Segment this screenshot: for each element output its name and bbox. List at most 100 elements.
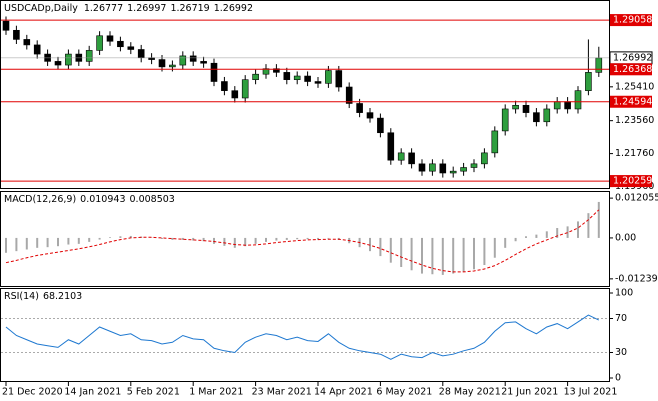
- macd-bar: [46, 237, 49, 248]
- ohlc-value: 1.26992: [214, 3, 253, 14]
- macd-bar: [171, 237, 174, 240]
- y-tick-label: 30: [615, 347, 627, 358]
- candle-body: [189, 55, 197, 62]
- macd-bar: [545, 231, 548, 238]
- candle-body: [325, 70, 332, 84]
- macd-bar: [431, 237, 434, 275]
- macd-bar: [254, 237, 257, 244]
- y-tick-label: -0.012394: [615, 273, 658, 284]
- macd-bar: [98, 237, 101, 240]
- macd-bar: [452, 237, 455, 274]
- candle-body: [252, 73, 259, 80]
- candle-body: [117, 40, 124, 48]
- x-tick-label: 21 Dec 2020: [2, 387, 63, 398]
- macd-bar: [275, 237, 278, 241]
- macd-header: MACD(12,26,9) 0.010943 0.008503: [4, 194, 175, 205]
- macd-bar: [504, 237, 507, 248]
- level-label: 1.26368: [613, 64, 652, 75]
- candle-body: [96, 35, 103, 51]
- macd-bar: [379, 237, 382, 257]
- x-tick-label: 21 Jun 2021: [501, 387, 558, 398]
- macd-bar: [421, 237, 423, 274]
- candle-body: [127, 46, 135, 50]
- candle-body: [221, 81, 228, 91]
- y-tick-label: 100: [615, 288, 633, 299]
- macd-panel: [0, 191, 610, 287]
- candle-body: [54, 61, 62, 66]
- macd-bar: [389, 237, 392, 263]
- candle-body: [533, 112, 540, 123]
- ohlc-value: 1.26719: [170, 3, 209, 14]
- macd-bar: [119, 236, 122, 238]
- candle-body: [470, 163, 478, 168]
- macd-title: MACD(12,26,9): [4, 194, 76, 205]
- macd-bar: [244, 237, 247, 247]
- candle-body: [335, 70, 343, 88]
- candle-body: [387, 132, 395, 161]
- x-tick-label: 28 May 2021: [439, 387, 501, 398]
- candle-body: [377, 117, 384, 134]
- macd-bar: [327, 237, 330, 239]
- candle-body: [231, 90, 239, 99]
- macd-bar: [223, 237, 226, 246]
- candle-body: [449, 170, 457, 174]
- candle-body: [512, 104, 519, 110]
- level-box: [610, 95, 652, 108]
- macd-bar: [15, 237, 18, 252]
- candle-body: [106, 35, 114, 42]
- macd-bar: [296, 237, 299, 240]
- macd-bar: [129, 235, 132, 238]
- symbol-title: USDCADp,Daily: [4, 3, 78, 14]
- candle-body: [273, 68, 280, 73]
- x-tick-label: 14 Jan 2021: [64, 387, 121, 398]
- candle-body: [397, 152, 405, 161]
- candle-body: [595, 57, 603, 73]
- candle-body: [481, 152, 488, 165]
- macd-bar: [493, 237, 496, 258]
- candle-body: [356, 103, 363, 113]
- macd-bar: [535, 234, 538, 238]
- macd-bar: [400, 237, 403, 267]
- candle-body: [293, 75, 301, 80]
- candle-body: [491, 130, 499, 154]
- macd-bar: [5, 237, 7, 253]
- macd-bar: [587, 213, 590, 238]
- candle-body: [553, 101, 561, 110]
- candle-body: [210, 62, 218, 82]
- candle-body: [564, 101, 571, 110]
- level-box: [610, 14, 652, 27]
- candle-body: [262, 68, 270, 75]
- macd-bar: [525, 236, 527, 238]
- rsi-value: 68.2103: [43, 291, 82, 302]
- macd-bar: [556, 228, 559, 238]
- macd-bar: [462, 237, 465, 272]
- x-tick-label: 6 May 2021: [376, 387, 432, 398]
- y-tick-label: 0.012055: [615, 193, 658, 204]
- last-price-label: 1.26992: [613, 52, 652, 63]
- candle-body: [522, 104, 530, 113]
- macd-bar: [202, 237, 205, 242]
- macd-value: 0.008503: [130, 194, 175, 205]
- candle-body: [366, 112, 374, 119]
- level-box: [610, 63, 652, 76]
- y-tick-label: 0.00: [615, 232, 636, 243]
- candle-body: [169, 64, 176, 68]
- x-tick-label: 14 Apr 2021: [314, 387, 373, 398]
- candle-body: [33, 44, 41, 55]
- macd-bar: [577, 221, 579, 238]
- candle-body: [574, 90, 582, 110]
- candle-body: [418, 163, 426, 172]
- candle-body: [585, 72, 592, 91]
- candle-body: [13, 29, 20, 40]
- y-tick-label: 1.25410: [615, 81, 654, 92]
- candle-body: [23, 39, 31, 46]
- level-label: 1.29058: [613, 15, 652, 26]
- macd-bar: [36, 237, 39, 248]
- candle-body: [241, 79, 249, 99]
- y-tick-label: 1.23560: [615, 115, 654, 126]
- candle-body: [460, 167, 467, 172]
- macd-bar: [306, 237, 309, 240]
- candle-body: [543, 108, 551, 123]
- candle-body: [283, 72, 291, 80]
